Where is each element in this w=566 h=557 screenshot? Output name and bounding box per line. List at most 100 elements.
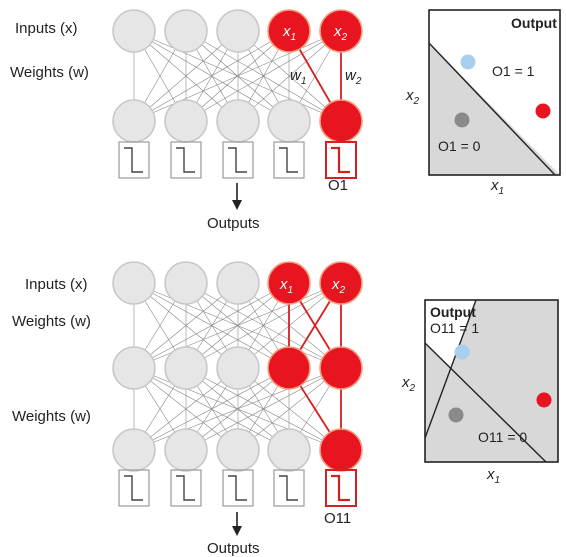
bottom-input-node bbox=[267, 261, 311, 305]
bottom-step bbox=[118, 469, 150, 507]
top-step-frame bbox=[325, 141, 357, 179]
top-plot-region-lower: O1 = 0 bbox=[438, 138, 481, 154]
top-output-node bbox=[112, 99, 156, 143]
bottom-weights-label-2: Weights (w) bbox=[12, 408, 91, 425]
top-step-curve bbox=[228, 147, 247, 173]
top-step bbox=[222, 141, 254, 179]
top-step-curve bbox=[124, 147, 143, 173]
top-input-layer bbox=[112, 9, 363, 53]
bottom-step-frame bbox=[170, 469, 202, 507]
top-input-node bbox=[164, 9, 208, 53]
bottom-output-node bbox=[319, 428, 363, 472]
bottom-outputs-arrowhead bbox=[232, 526, 242, 536]
top-step-functions bbox=[118, 141, 357, 179]
bottom-output-unit-label: O11 bbox=[324, 510, 351, 527]
bottom-step bbox=[170, 469, 202, 507]
top-step-frame bbox=[222, 141, 254, 179]
top-inputs-label: Inputs (x) bbox=[15, 20, 78, 37]
top-plot-title: Output bbox=[511, 15, 557, 31]
top-plot-point-red bbox=[535, 103, 551, 119]
top-plot-region-upper: O1 = 1 bbox=[492, 63, 535, 79]
top-output-node bbox=[164, 99, 208, 143]
top-outputs-arrowhead bbox=[232, 200, 242, 210]
top-input-node bbox=[112, 9, 156, 53]
bottom-inputs-label: Inputs (x) bbox=[25, 276, 88, 293]
bottom-step-curve bbox=[331, 474, 350, 502]
bottom-step-functions bbox=[118, 469, 357, 507]
bottom-output-node bbox=[164, 428, 208, 472]
bottom-plot-y-axis: x2 bbox=[401, 374, 416, 394]
top-input-node bbox=[216, 9, 260, 53]
bottom-l1-edge bbox=[133, 282, 239, 369]
bottom-step-curve bbox=[124, 475, 143, 501]
top-decision-plot: Output O1 = 1 O1 = 0 x2 x1 bbox=[405, 9, 561, 197]
bottom-step-curve bbox=[279, 475, 298, 501]
bottom-output-node bbox=[216, 428, 260, 472]
bottom-l1-edge bbox=[185, 282, 342, 369]
bottom-step-frame bbox=[325, 469, 357, 507]
bottom-hidden-node bbox=[319, 346, 363, 390]
bottom-step-curve bbox=[176, 475, 195, 501]
bottom-outputs-label: Outputs bbox=[207, 540, 260, 557]
bottom-plot-point-grey bbox=[448, 407, 464, 423]
top-outputs-label: Outputs bbox=[207, 215, 260, 232]
bottom-hidden-node bbox=[267, 346, 311, 390]
top-w1-label: w1 bbox=[290, 67, 306, 87]
bottom-input-node bbox=[112, 261, 156, 305]
top-edge bbox=[237, 30, 342, 122]
top-plot-boundary bbox=[428, 42, 556, 176]
top-edge bbox=[133, 30, 239, 122]
top-output-node bbox=[319, 99, 363, 143]
bottom-plot-point-red bbox=[536, 392, 552, 408]
bottom-hidden-node bbox=[112, 346, 156, 390]
top-step-frame bbox=[273, 141, 305, 179]
top-x1-label: x1 bbox=[282, 23, 296, 43]
top-output-node bbox=[267, 99, 311, 143]
top-plot-y-axis: x2 bbox=[405, 87, 420, 107]
bottom-step bbox=[325, 469, 357, 507]
top-step-curve bbox=[331, 146, 350, 174]
bottom-output-node bbox=[267, 428, 311, 472]
bottom-step-frame bbox=[273, 469, 305, 507]
bottom-plot-point-blue bbox=[454, 344, 470, 360]
top-w2-label: w2 bbox=[345, 67, 362, 87]
top-step-curve bbox=[279, 147, 298, 173]
bottom-l2-edge bbox=[133, 367, 239, 451]
top-output-unit-label: O1 bbox=[328, 177, 348, 194]
top-edge bbox=[133, 30, 342, 122]
bottom-x1-label: x1 bbox=[279, 276, 293, 296]
top-plot-frame bbox=[428, 9, 561, 176]
bottom-l2-edge bbox=[185, 367, 342, 451]
bottom-input-node bbox=[319, 261, 363, 305]
bottom-input-node bbox=[164, 261, 208, 305]
bottom-hidden-node bbox=[164, 346, 208, 390]
bottom-x2-label: x2 bbox=[331, 276, 346, 296]
bottom-plot-title: Output bbox=[430, 304, 476, 320]
bottom-l2-edge bbox=[133, 367, 342, 451]
top-plot-region bbox=[429, 43, 560, 175]
bottom-plot-region-upper: O11 = 1 bbox=[430, 320, 479, 336]
bottom-plot-frame bbox=[424, 299, 559, 463]
bottom-step-frame bbox=[222, 469, 254, 507]
bottom-hidden-node bbox=[216, 346, 260, 390]
bottom-l2-edge bbox=[133, 367, 290, 451]
bottom-step bbox=[273, 469, 305, 507]
top-step bbox=[118, 141, 150, 179]
bottom-step-curve bbox=[228, 475, 247, 501]
top-step bbox=[170, 141, 202, 179]
top-x2-label: x2 bbox=[333, 23, 348, 43]
top-plot-point-blue bbox=[460, 54, 476, 70]
bottom-weights-label-1: Weights (w) bbox=[12, 313, 91, 330]
top-step-frame bbox=[118, 141, 150, 179]
bottom-step-frame bbox=[118, 469, 150, 507]
top-plot-point-grey bbox=[454, 112, 470, 128]
top-input-node bbox=[267, 9, 311, 53]
top-weights-label: Weights (w) bbox=[10, 64, 89, 81]
top-step bbox=[325, 141, 357, 179]
top-output-node bbox=[216, 99, 260, 143]
top-input-node bbox=[319, 9, 363, 53]
top-step-frame bbox=[170, 141, 202, 179]
bottom-output-node bbox=[112, 428, 156, 472]
